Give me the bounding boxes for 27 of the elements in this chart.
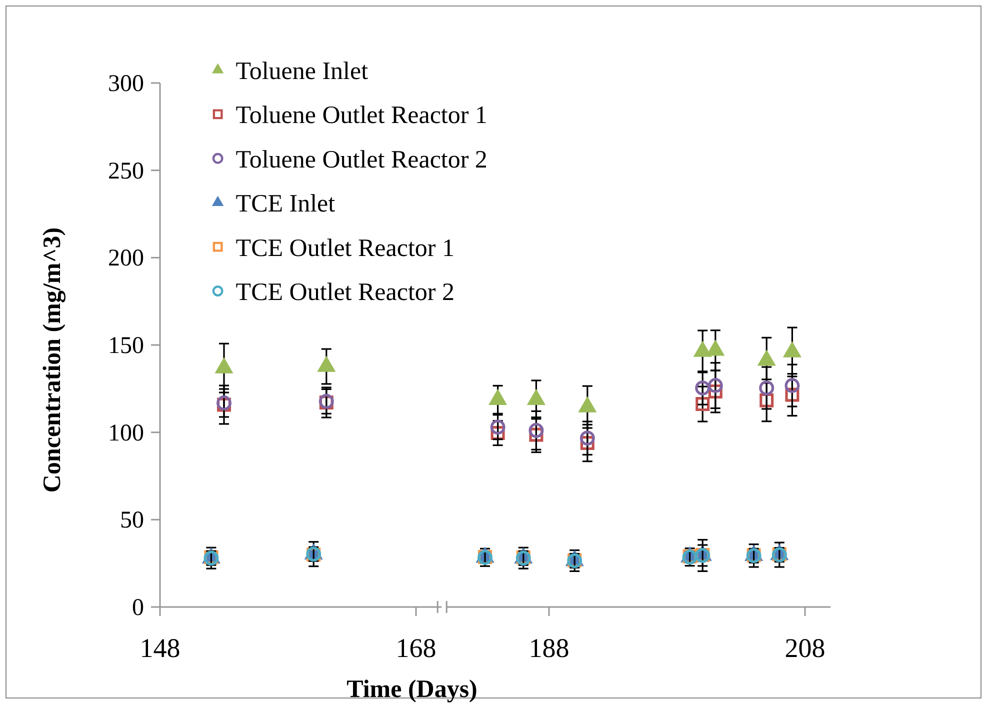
point [696, 397, 710, 412]
point [695, 380, 710, 396]
y-tick-label: 300 [108, 71, 144, 97]
legend-label: Toluene Outlet Reactor 1 [236, 102, 488, 130]
x-tick-label: 168 [396, 633, 436, 663]
y-tick-label: 0 [132, 595, 144, 621]
y-tick-label: 100 [108, 420, 144, 446]
y-tick-label: 200 [108, 246, 144, 272]
point [708, 378, 723, 393]
point [759, 380, 774, 396]
legend-label: TCE Inlet [236, 190, 336, 218]
legend-label: TCE Outlet Reactor 2 [236, 279, 455, 306]
point [580, 430, 595, 446]
y-tick-label: 250 [108, 158, 144, 184]
point [784, 378, 800, 393]
x-tick-label: 188 [528, 633, 570, 663]
point [528, 422, 544, 438]
x-tick-label: 148 [140, 633, 180, 663]
legend-label: Toluene Outlet Reactor 2 [236, 146, 488, 174]
y-tick-label: 50 [120, 508, 144, 534]
legend-label: TCE Outlet Reactor 1 [236, 234, 455, 262]
point [490, 420, 506, 435]
x-tick-label: 208 [784, 633, 826, 663]
legend-label: Toluene Inlet [236, 58, 368, 85]
y-axis-title: Concentration (mg/m^3) [39, 227, 66, 493]
y-tick-label: 150 [108, 333, 144, 359]
x-axis-title: Time (Days) [346, 676, 478, 703]
